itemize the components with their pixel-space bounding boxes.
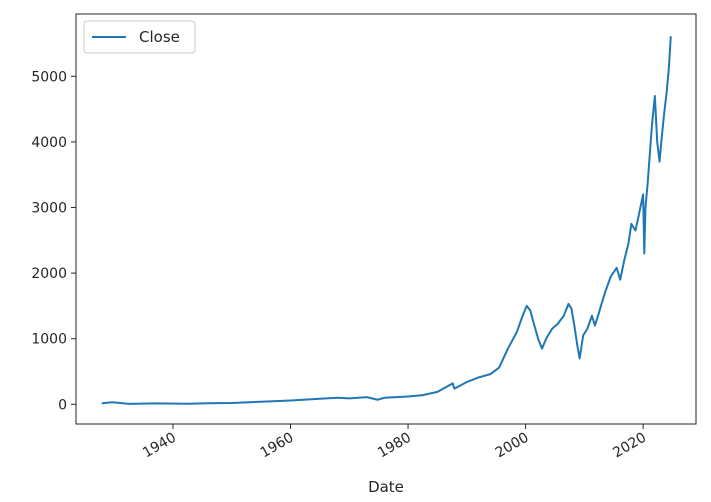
legend-box [83,20,196,54]
x-tick-label: 1980 [375,430,414,462]
x-tick-label: 1940 [140,430,179,462]
y-tick-label: 0 [58,397,67,413]
y-tick-label: 4000 [31,135,67,151]
series-line-close [101,35,672,405]
plot-frame [75,13,697,425]
x-tick-label: 1960 [258,430,297,462]
legend: Close [83,20,196,54]
y-tick-label: 1000 [31,332,67,348]
y-tick-label: 3000 [31,201,67,217]
series-layer [101,35,672,405]
x-tick-label: 2000 [493,430,532,462]
x-tick-label: 2020 [610,430,649,462]
plot-area [76,14,696,424]
y-tick-label: 2000 [31,266,67,282]
y-tick-label: 5000 [31,69,67,85]
x-axis-label: Date [368,478,404,496]
x-axis: 1940 1960 1980 2000 2020 [140,424,649,461]
y-axis: 0 1000 2000 3000 4000 5000 [31,69,76,413]
legend-label-close: Close [139,28,180,46]
